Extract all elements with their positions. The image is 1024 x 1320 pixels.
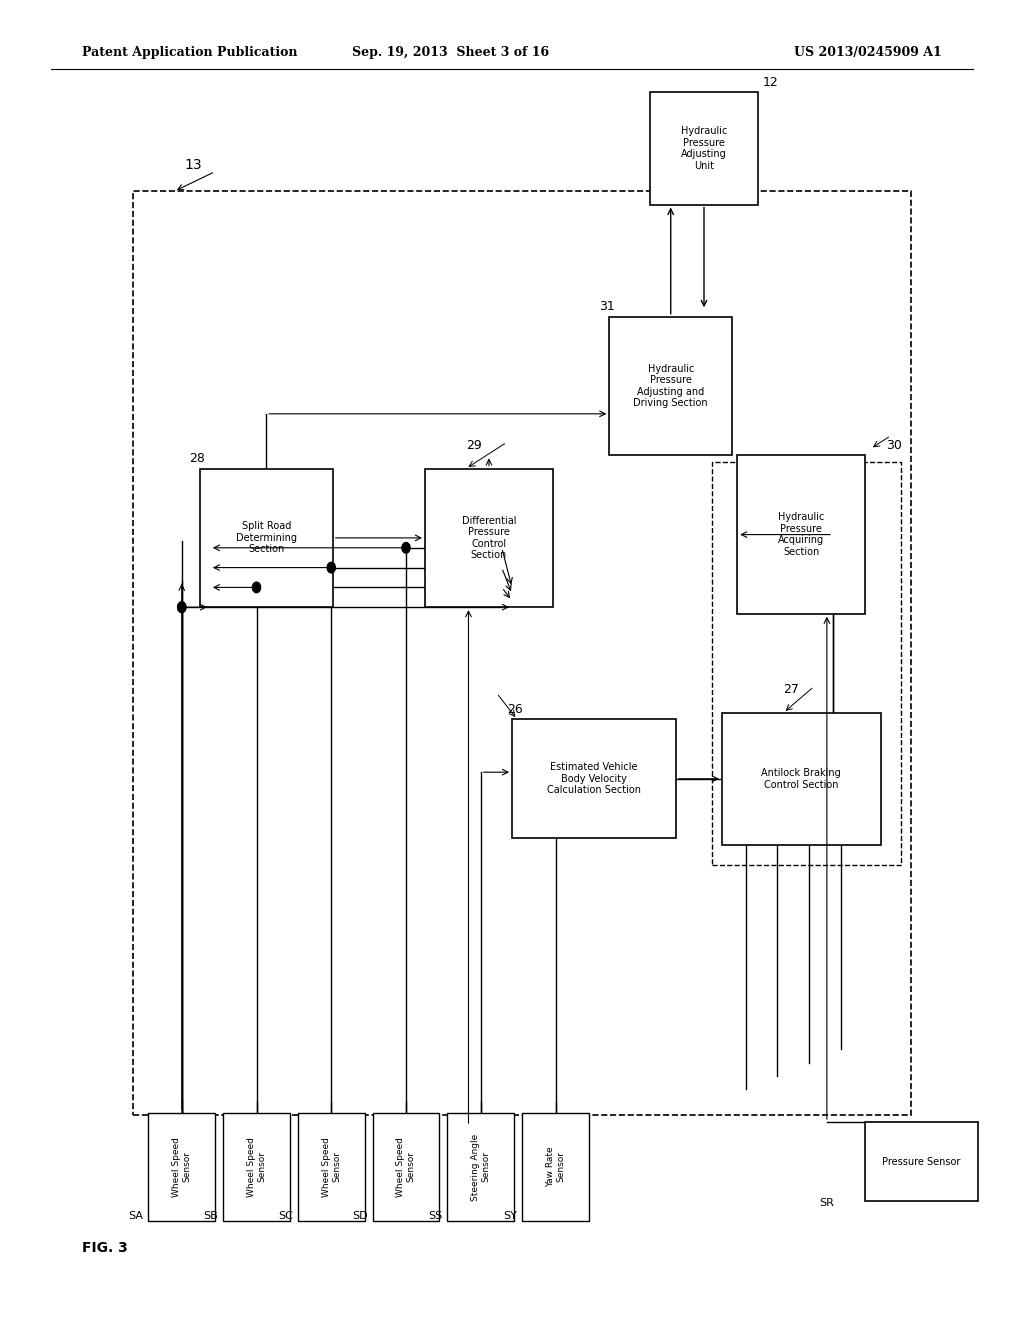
Text: SR: SR (819, 1197, 835, 1208)
Bar (425, 469, 553, 607)
Bar (133, 191, 911, 1115)
Text: Hydraulic
Pressure
Adjusting and
Driving Section: Hydraulic Pressure Adjusting and Driving… (634, 364, 708, 408)
Text: Wheel Speed
Sensor: Wheel Speed Sensor (396, 1137, 416, 1197)
Text: SD: SD (352, 1210, 368, 1221)
Text: 28: 28 (189, 451, 206, 465)
Text: Sep. 19, 2013  Sheet 3 of 16: Sep. 19, 2013 Sheet 3 of 16 (352, 46, 549, 59)
Text: 29: 29 (466, 438, 481, 451)
Bar (298, 1113, 365, 1221)
Bar (223, 1113, 290, 1221)
Text: Wheel Speed
Sensor: Wheel Speed Sensor (247, 1137, 266, 1197)
Text: SA: SA (128, 1210, 143, 1221)
Text: Steering Angle
Sensor: Steering Angle Sensor (471, 1134, 490, 1200)
Circle shape (178, 602, 186, 612)
Text: Patent Application Publication: Patent Application Publication (82, 46, 297, 59)
Text: 27: 27 (783, 682, 800, 696)
Text: Wheel Speed
Sensor: Wheel Speed Sensor (172, 1137, 191, 1197)
Circle shape (252, 582, 260, 593)
Bar (712, 462, 901, 865)
Circle shape (401, 543, 410, 553)
Text: SC: SC (278, 1210, 293, 1221)
Text: Split Road
Determining
Section: Split Road Determining Section (236, 521, 297, 554)
Text: Wheel Speed
Sensor: Wheel Speed Sensor (322, 1137, 341, 1197)
Bar (650, 92, 758, 205)
Bar (609, 317, 732, 455)
Text: Hydraulic
Pressure
Acquiring
Section: Hydraulic Pressure Acquiring Section (778, 512, 824, 557)
Bar (200, 469, 333, 607)
Text: Hydraulic
Pressure
Adjusting
Unit: Hydraulic Pressure Adjusting Unit (681, 127, 727, 170)
Text: FIG. 3: FIG. 3 (82, 1241, 128, 1255)
Bar (447, 1113, 514, 1221)
Circle shape (328, 562, 336, 573)
Bar (373, 1113, 439, 1221)
Bar (737, 455, 865, 614)
Text: US 2013/0245909 A1: US 2013/0245909 A1 (795, 46, 942, 59)
Text: Yaw Rate
Sensor: Yaw Rate Sensor (546, 1147, 565, 1187)
Text: 13: 13 (184, 157, 202, 172)
Text: Pressure Sensor: Pressure Sensor (883, 1156, 961, 1167)
Text: SB: SB (204, 1210, 218, 1221)
Text: SS: SS (428, 1210, 442, 1221)
Circle shape (178, 602, 186, 612)
Bar (148, 1113, 215, 1221)
Text: 31: 31 (599, 300, 614, 313)
Text: Differential
Pressure
Control
Section: Differential Pressure Control Section (462, 516, 516, 560)
Text: 30: 30 (886, 438, 902, 451)
Text: Antilock Braking
Control Section: Antilock Braking Control Section (762, 768, 841, 789)
Text: 12: 12 (763, 75, 778, 88)
Bar (722, 713, 881, 845)
Bar (522, 1113, 589, 1221)
Text: Estimated Vehicle
Body Velocity
Calculation Section: Estimated Vehicle Body Velocity Calculat… (547, 762, 641, 796)
Text: SY: SY (503, 1210, 517, 1221)
Bar (865, 1122, 978, 1201)
Text: 26: 26 (507, 702, 522, 715)
Bar (512, 719, 676, 838)
